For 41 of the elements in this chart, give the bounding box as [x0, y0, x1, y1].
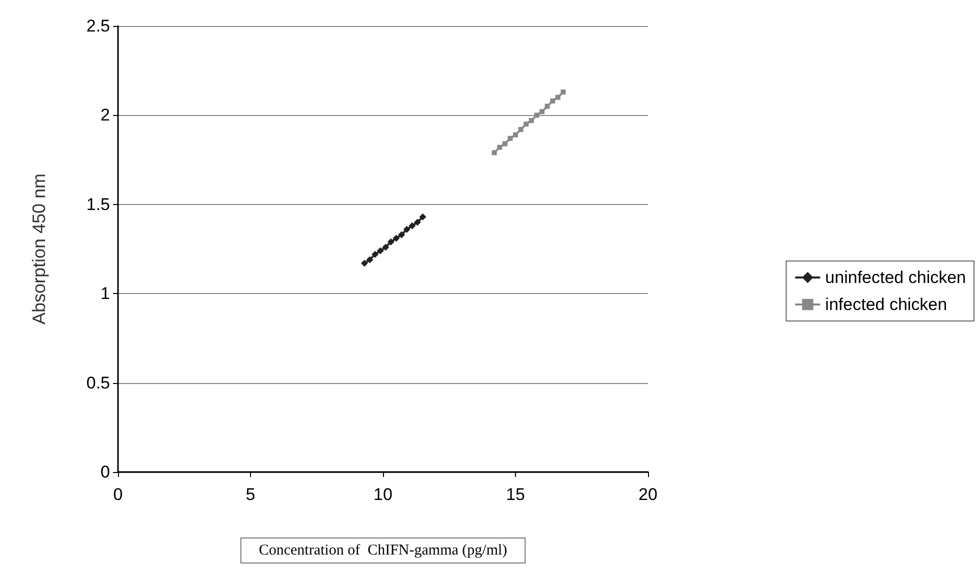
y-tick-label: 1	[100, 284, 110, 304]
x-axis-title: Concentration of ChIFN-gamma (pg/ml)	[258, 542, 508, 558]
point	[508, 136, 513, 141]
y-tick-label: 2.5	[86, 16, 110, 36]
y-tick-label: 1.5	[86, 194, 110, 214]
y-tick-label: 0	[100, 462, 110, 482]
point	[376, 247, 384, 254]
point	[540, 109, 544, 114]
point	[387, 238, 394, 246]
point	[518, 126, 524, 132]
point	[492, 150, 497, 156]
point	[528, 118, 534, 124]
point	[534, 112, 540, 118]
x-tick-label: 0	[113, 485, 123, 504]
point	[544, 104, 550, 109]
x-tick-label: 10	[374, 485, 392, 504]
point	[502, 141, 508, 146]
point	[560, 90, 566, 95]
legend-label: infected chicken	[825, 295, 948, 314]
point	[555, 94, 560, 100]
point	[392, 234, 400, 242]
point	[497, 144, 502, 150]
x-tick-label: 20	[638, 485, 658, 504]
point	[382, 244, 390, 251]
point	[372, 250, 379, 258]
legend-label: uninfected chicken	[825, 268, 966, 287]
point	[550, 98, 556, 104]
point	[360, 260, 368, 267]
y-axis-title: Absorption 450 nm	[29, 173, 49, 325]
x-tick-label: 15	[506, 485, 525, 504]
x-tick-label: 5	[246, 485, 256, 504]
y-tick-label: 2	[100, 106, 110, 125]
point	[366, 256, 374, 264]
point	[524, 122, 529, 127]
point	[403, 226, 410, 233]
point	[408, 222, 416, 230]
y-tick-label: 0.5	[86, 373, 110, 392]
point	[419, 213, 426, 220]
point	[398, 231, 406, 238]
point	[414, 218, 421, 226]
point	[513, 132, 518, 138]
